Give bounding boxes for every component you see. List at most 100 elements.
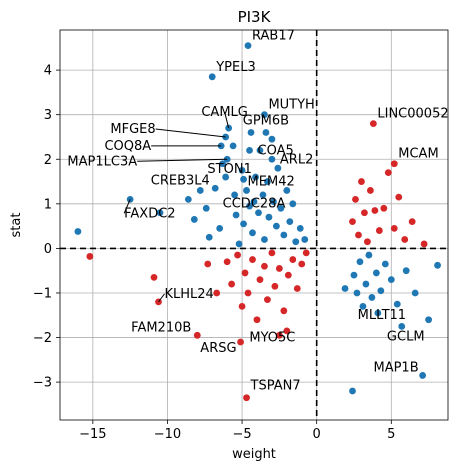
data-points (74, 42, 441, 402)
data-point (280, 231, 288, 239)
data-point (283, 187, 291, 194)
labeled-data-point (374, 309, 382, 317)
point-label: RAB17 (252, 29, 295, 44)
labeled-data-point (390, 160, 398, 168)
data-point (356, 258, 364, 266)
data-point (264, 296, 271, 304)
data-point (235, 240, 243, 248)
data-point (377, 287, 385, 295)
y-tick-label: −2 (33, 331, 52, 346)
data-point (246, 202, 253, 210)
y-tick-label: 0 (44, 242, 52, 257)
data-point (268, 249, 276, 257)
y-tick-label: 1 (44, 197, 52, 212)
labeled-data-point (275, 331, 283, 339)
labeled-data-point (398, 323, 406, 330)
y-tick-label: 2 (44, 153, 52, 168)
data-point (86, 253, 94, 260)
data-point (229, 142, 237, 150)
data-point (270, 198, 277, 206)
data-point (238, 302, 246, 310)
data-point (277, 204, 285, 212)
data-point (255, 209, 262, 217)
y-tick-label: −1 (33, 286, 52, 301)
data-point (150, 273, 158, 281)
label-leader-line (137, 158, 228, 162)
labeled-data-point (244, 42, 252, 49)
data-point (349, 218, 356, 226)
data-point (425, 316, 432, 324)
data-point (411, 289, 419, 297)
label-leader-line (155, 128, 226, 138)
data-point (211, 184, 219, 192)
data-point (387, 276, 395, 283)
point-label: MUTYH (268, 98, 314, 113)
data-point (271, 282, 279, 290)
labeled-data-point (268, 155, 276, 163)
data-point (202, 204, 210, 212)
data-point (353, 289, 361, 297)
data-point (216, 224, 224, 232)
data-point (243, 187, 250, 194)
data-point (364, 238, 371, 246)
data-point (293, 285, 301, 292)
labeled-data-point (369, 120, 377, 127)
data-point (375, 227, 383, 234)
data-point (256, 276, 264, 283)
data-point (358, 178, 365, 185)
y-tick-label: −3 (33, 376, 52, 391)
reference-lines (60, 30, 448, 420)
data-point (390, 224, 398, 232)
data-point (298, 260, 306, 268)
data-point (349, 387, 356, 395)
point-label: MCAM (398, 147, 438, 162)
label-leader-line (123, 199, 131, 214)
point-label: STON1 (207, 162, 251, 177)
data-point (184, 195, 192, 203)
data-point (384, 169, 392, 177)
data-point (402, 267, 410, 275)
data-point (289, 200, 297, 208)
data-point (372, 269, 380, 277)
data-point (261, 262, 268, 270)
point-label: YPEL3 (215, 60, 256, 75)
point-label: KLHL24 (164, 287, 213, 302)
labeled-data-point (262, 129, 270, 136)
point-label: CAMLG (201, 105, 248, 120)
labeled-data-point (208, 73, 216, 81)
data-point (249, 229, 256, 237)
data-point (367, 187, 374, 194)
labeled-data-point (196, 187, 204, 194)
data-point (247, 129, 255, 136)
labeled-data-point (246, 146, 253, 154)
data-point (205, 233, 213, 241)
data-point (368, 294, 376, 301)
point-label: MAP1LC3A (67, 154, 137, 169)
data-point (420, 240, 428, 248)
data-point (359, 302, 367, 310)
data-point (434, 261, 441, 269)
x-tick-label: −15 (79, 427, 106, 442)
point-label: TSPAN7 (250, 379, 301, 394)
data-point (156, 209, 164, 217)
data-point (371, 207, 379, 214)
data-point (286, 218, 294, 226)
point-label: GCLM (387, 329, 425, 344)
labeled-data-point (217, 142, 225, 150)
data-point (238, 167, 246, 174)
labeled-data-point (237, 338, 244, 346)
data-point (292, 238, 300, 246)
point-label: MYO5C (249, 330, 295, 345)
point-label: CREB3L4 (151, 173, 210, 188)
point-label: COA5 (258, 143, 294, 158)
point-label: FAM210B (131, 320, 191, 335)
data-point (241, 269, 249, 277)
data-point (268, 135, 276, 143)
x-tick-label: 5 (387, 427, 395, 442)
data-point (393, 300, 401, 308)
point-label: MAP1B (373, 360, 418, 375)
y-axis-title: stat (9, 213, 24, 238)
x-tick-label: −5 (232, 427, 251, 442)
